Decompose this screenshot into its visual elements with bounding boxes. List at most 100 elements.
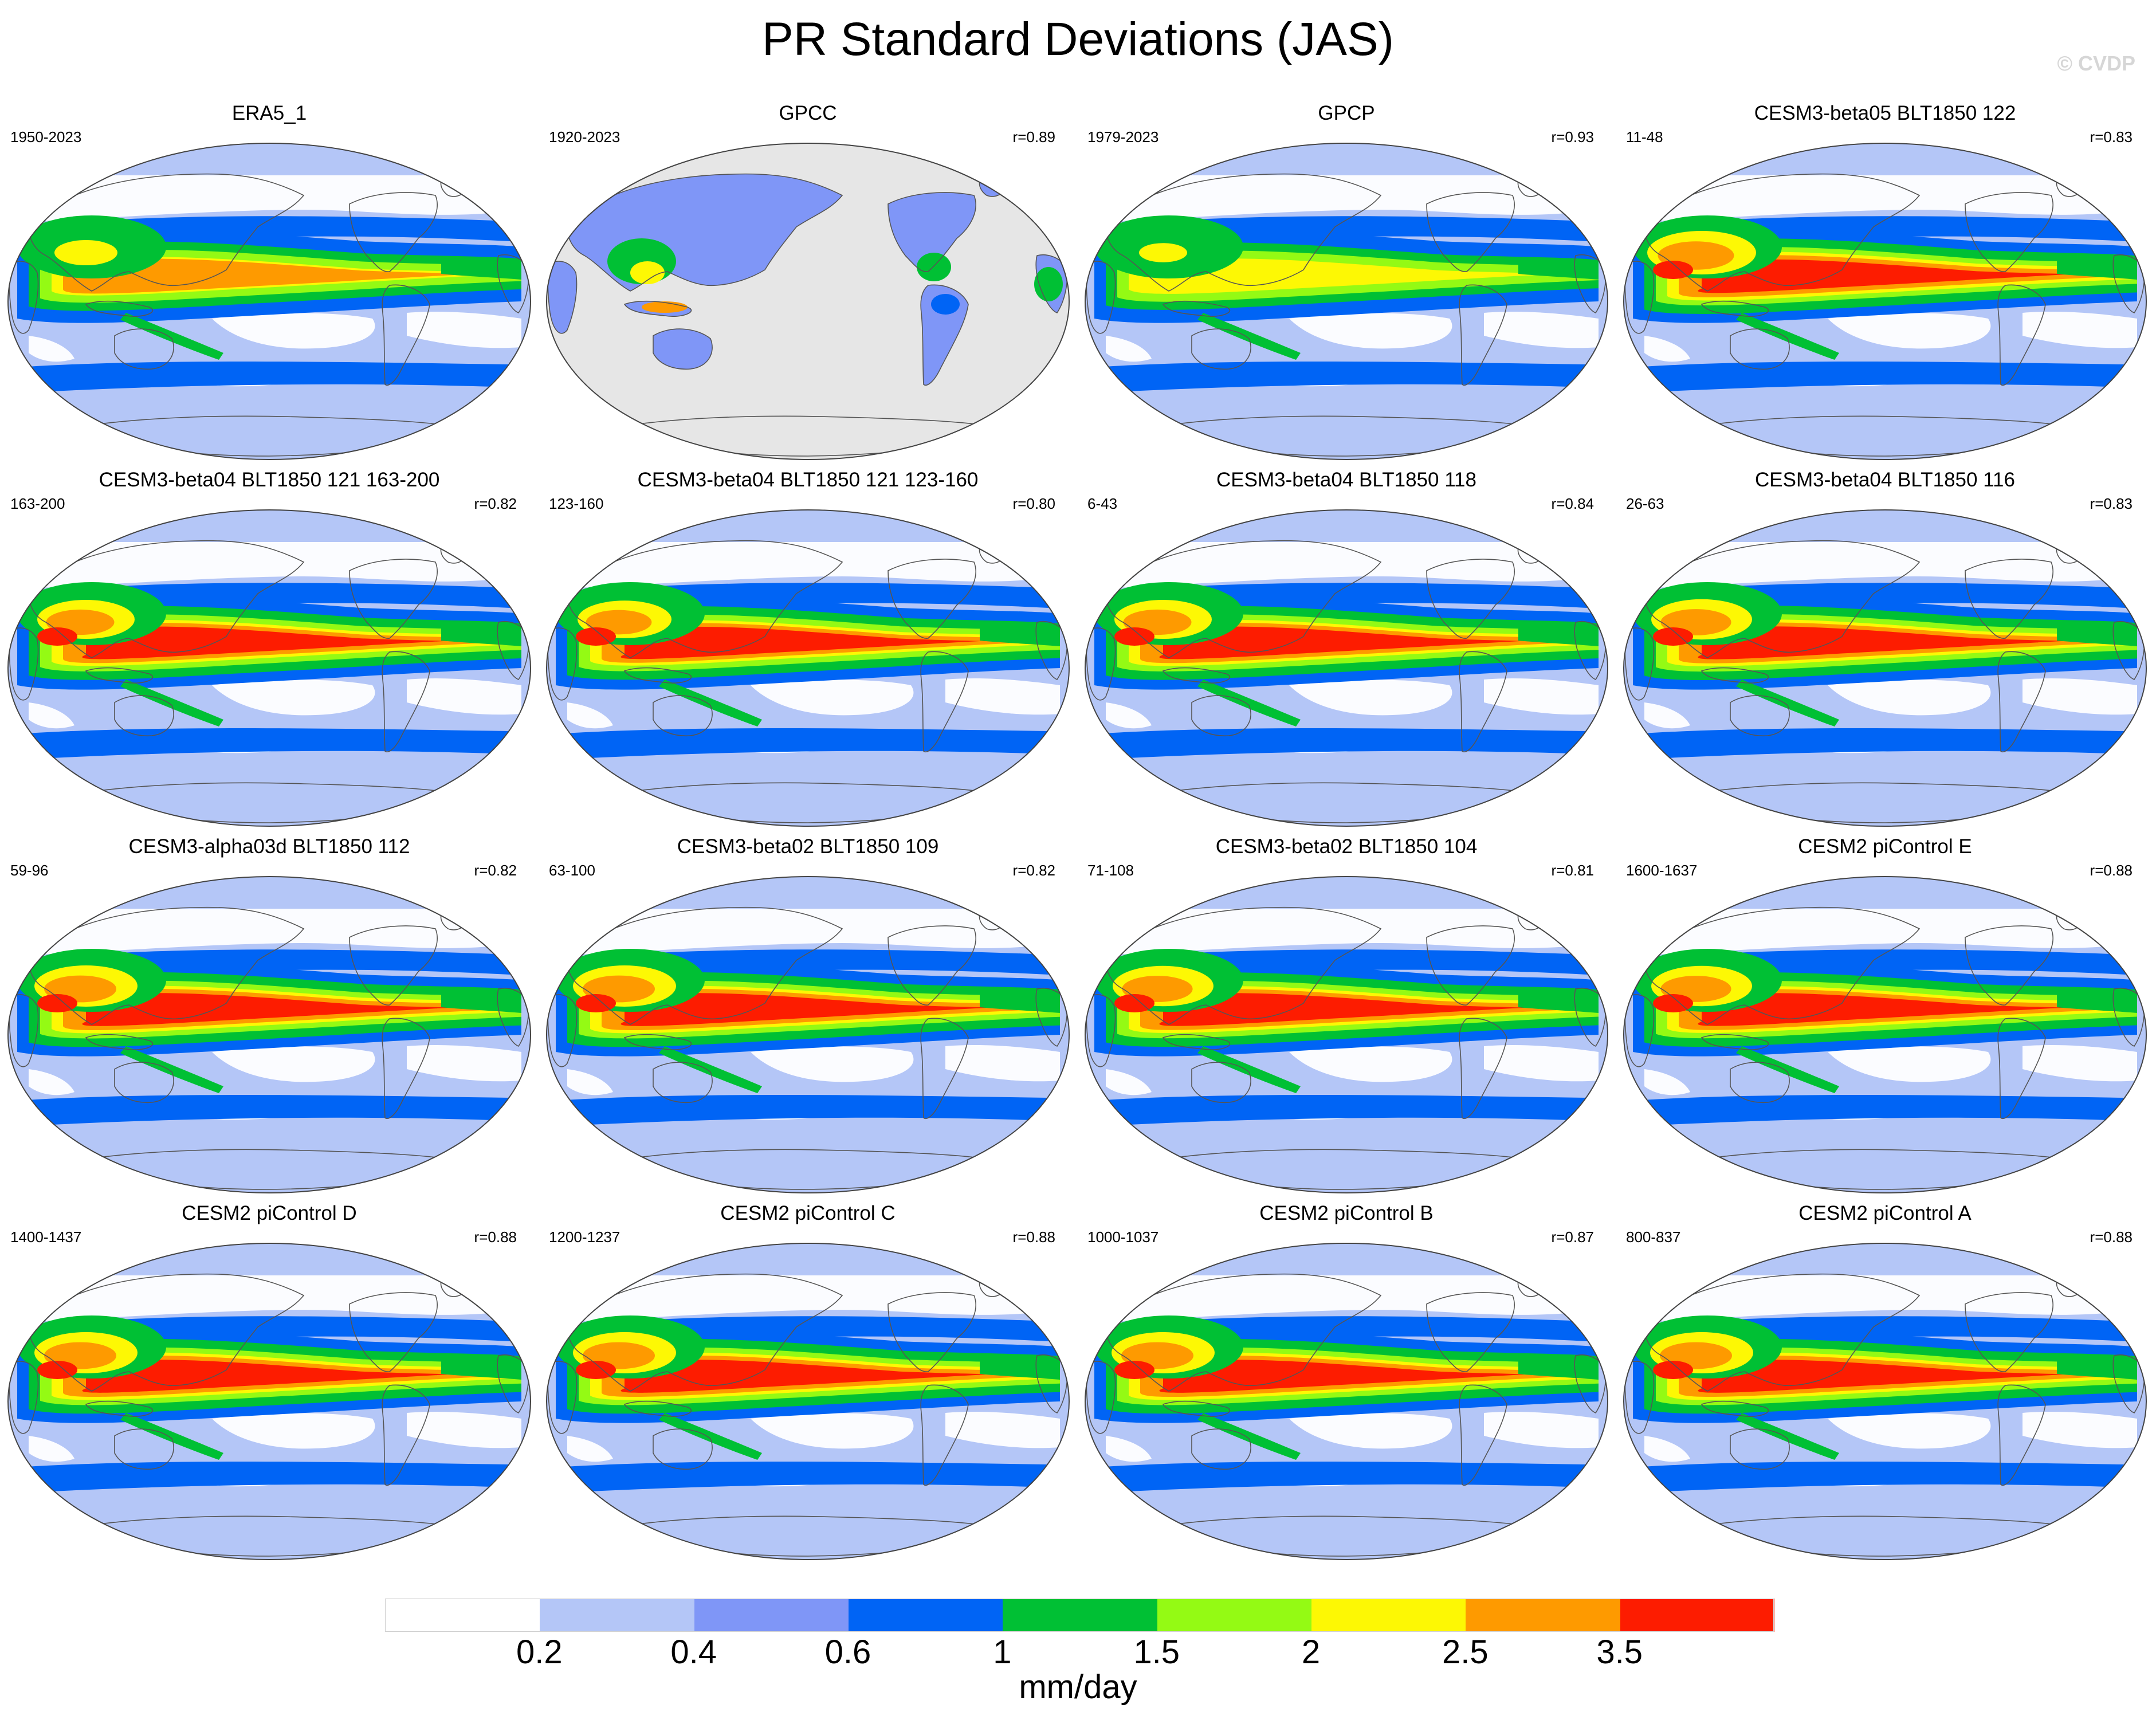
- coastline: [1624, 1361, 1655, 1434]
- globe-outline: [1085, 1243, 1608, 1560]
- coastline: [1105, 173, 1382, 292]
- coastline: [1162, 1400, 1231, 1417]
- coastline: [567, 540, 843, 658]
- coastline: [887, 192, 976, 272]
- panel-years: 1200-1237: [549, 1228, 621, 1246]
- colorbar-tick-label: 1.5: [1133, 1633, 1180, 1671]
- panel-years: 59-96: [10, 862, 49, 879]
- colorbar-tick-label: 0.6: [824, 1633, 871, 1671]
- globe-map: [1623, 143, 2147, 460]
- coastline: [1105, 540, 1382, 658]
- panel-title: CESM3-beta04 BLT1850 118: [1216, 469, 1476, 491]
- panel-correlation: r=0.82: [1012, 862, 1055, 879]
- globe-outline: [7, 1243, 531, 1560]
- globe-map: [546, 509, 1070, 827]
- globe-outline: [1623, 1243, 2147, 1560]
- coastline: [1162, 1034, 1231, 1050]
- globe-outline: [546, 1243, 1070, 1560]
- coastline: [1701, 1400, 1769, 1417]
- panel-title: CESM2 piControl C: [720, 1202, 896, 1224]
- coastline: [114, 1428, 174, 1470]
- map-panel: CESM2 piControl C 1200-1237 r=0.88: [539, 1201, 1077, 1568]
- globe-outline: [1623, 876, 2147, 1193]
- panel-correlation: r=0.83: [2090, 495, 2133, 512]
- globe-map: [7, 1243, 531, 1560]
- coastline: [653, 1428, 713, 1470]
- globe-outline: [1623, 143, 2147, 460]
- coastline: [1191, 695, 1251, 737]
- globe-outline: [1085, 143, 1608, 460]
- coastline: [9, 994, 39, 1067]
- coastline: [567, 906, 843, 1025]
- coastline: [887, 559, 976, 639]
- coastline: [1086, 627, 1116, 701]
- colorbar-tick-label: 0.4: [670, 1633, 717, 1671]
- map-panel: ERA5_1 1950-2023: [0, 101, 539, 468]
- coastline: [1459, 1384, 1507, 1486]
- colorbar-swatch: [693, 1599, 849, 1632]
- coastline: [1997, 1384, 2046, 1486]
- coastline: [1426, 559, 1515, 639]
- coastline: [547, 1361, 578, 1434]
- panel-title: CESM3-beta04 BLT1850 121 123-160: [637, 469, 979, 491]
- globe-outline: [7, 143, 531, 460]
- panel-years: 1600-1637: [1626, 862, 1698, 879]
- coastline: [1624, 994, 1655, 1067]
- map-panel: CESM3-beta04 BLT1850 116 26-63 r=0.83: [1616, 468, 2154, 834]
- coastline: [85, 1034, 154, 1050]
- globe-outline: [1623, 509, 2147, 827]
- globe-map: [546, 143, 1070, 460]
- colorbar-swatch: [539, 1599, 694, 1632]
- panel-title: CESM2 piControl E: [1798, 835, 1972, 858]
- panel-correlation: r=0.82: [474, 862, 517, 879]
- panel-correlation: r=0.89: [1012, 128, 1055, 146]
- coastline: [1701, 300, 1769, 317]
- coastline: [349, 559, 438, 639]
- coastline: [28, 173, 305, 292]
- globe-map: [1085, 876, 1608, 1193]
- map-panel: CESM2 piControl D 1400-1437 r=0.88: [0, 1201, 539, 1568]
- coastline: [1644, 906, 1921, 1025]
- panel-correlation: r=0.84: [1551, 495, 1594, 512]
- colorbar-tick-label: 3.5: [1596, 1633, 1643, 1671]
- panel-title: CESM3-beta02 BLT1850 104: [1215, 835, 1478, 858]
- coastline: [1086, 261, 1116, 334]
- colorbar: [385, 1599, 1774, 1632]
- panel-years: 63-100: [549, 862, 595, 879]
- coastline: [349, 192, 438, 272]
- coastline: [1965, 1292, 2053, 1372]
- map-panel: CESM3-beta04 BLT1850 118 6-43 r=0.84: [1077, 468, 1616, 834]
- coastline: [1105, 1273, 1382, 1392]
- coastline: [653, 1062, 713, 1103]
- colorbar-swatch: [1619, 1599, 1774, 1632]
- coastline: [9, 1361, 39, 1434]
- colorbar-swatch: [1002, 1599, 1157, 1632]
- map-panel: CESM3-beta02 BLT1850 109 63-100 r=0.82: [539, 834, 1077, 1201]
- coastline: [1997, 1018, 2046, 1119]
- panel-years: 1920-2023: [549, 128, 621, 146]
- map-panel: CESM3-beta05 BLT1850 122 11-48 r=0.83: [1616, 101, 2154, 468]
- globe-map: [7, 509, 531, 827]
- map-panel: GPCC 1920-2023 r=0.89: [539, 101, 1077, 468]
- panel-years: 163-200: [10, 495, 65, 512]
- panel-years: 1950-2023: [10, 128, 82, 146]
- coastline: [114, 1062, 174, 1103]
- coastline: [1644, 173, 1921, 292]
- panel-title: ERA5_1: [231, 102, 307, 124]
- globe-map: [1085, 509, 1608, 827]
- globe-outline: [1085, 876, 1608, 1193]
- panel-title: GPCP: [1318, 102, 1375, 124]
- map-panel: CESM3-beta04 BLT1850 121 163-200 163-200 r…: [0, 468, 539, 834]
- panel-title: CESM2 piControl D: [182, 1202, 357, 1224]
- panel-correlation: r=0.81: [1551, 862, 1594, 879]
- coastline: [1191, 1428, 1251, 1470]
- coastline: [1426, 925, 1515, 1006]
- coastline: [887, 925, 976, 1006]
- colorbar-units: mm/day: [1019, 1668, 1137, 1706]
- globe-outline: [546, 876, 1070, 1193]
- coastline: [114, 695, 174, 737]
- coastline: [1162, 667, 1231, 684]
- colorbar-swatch: [385, 1599, 540, 1632]
- coastline: [1086, 1361, 1116, 1434]
- colorbar-tick-label: 2.5: [1442, 1633, 1489, 1671]
